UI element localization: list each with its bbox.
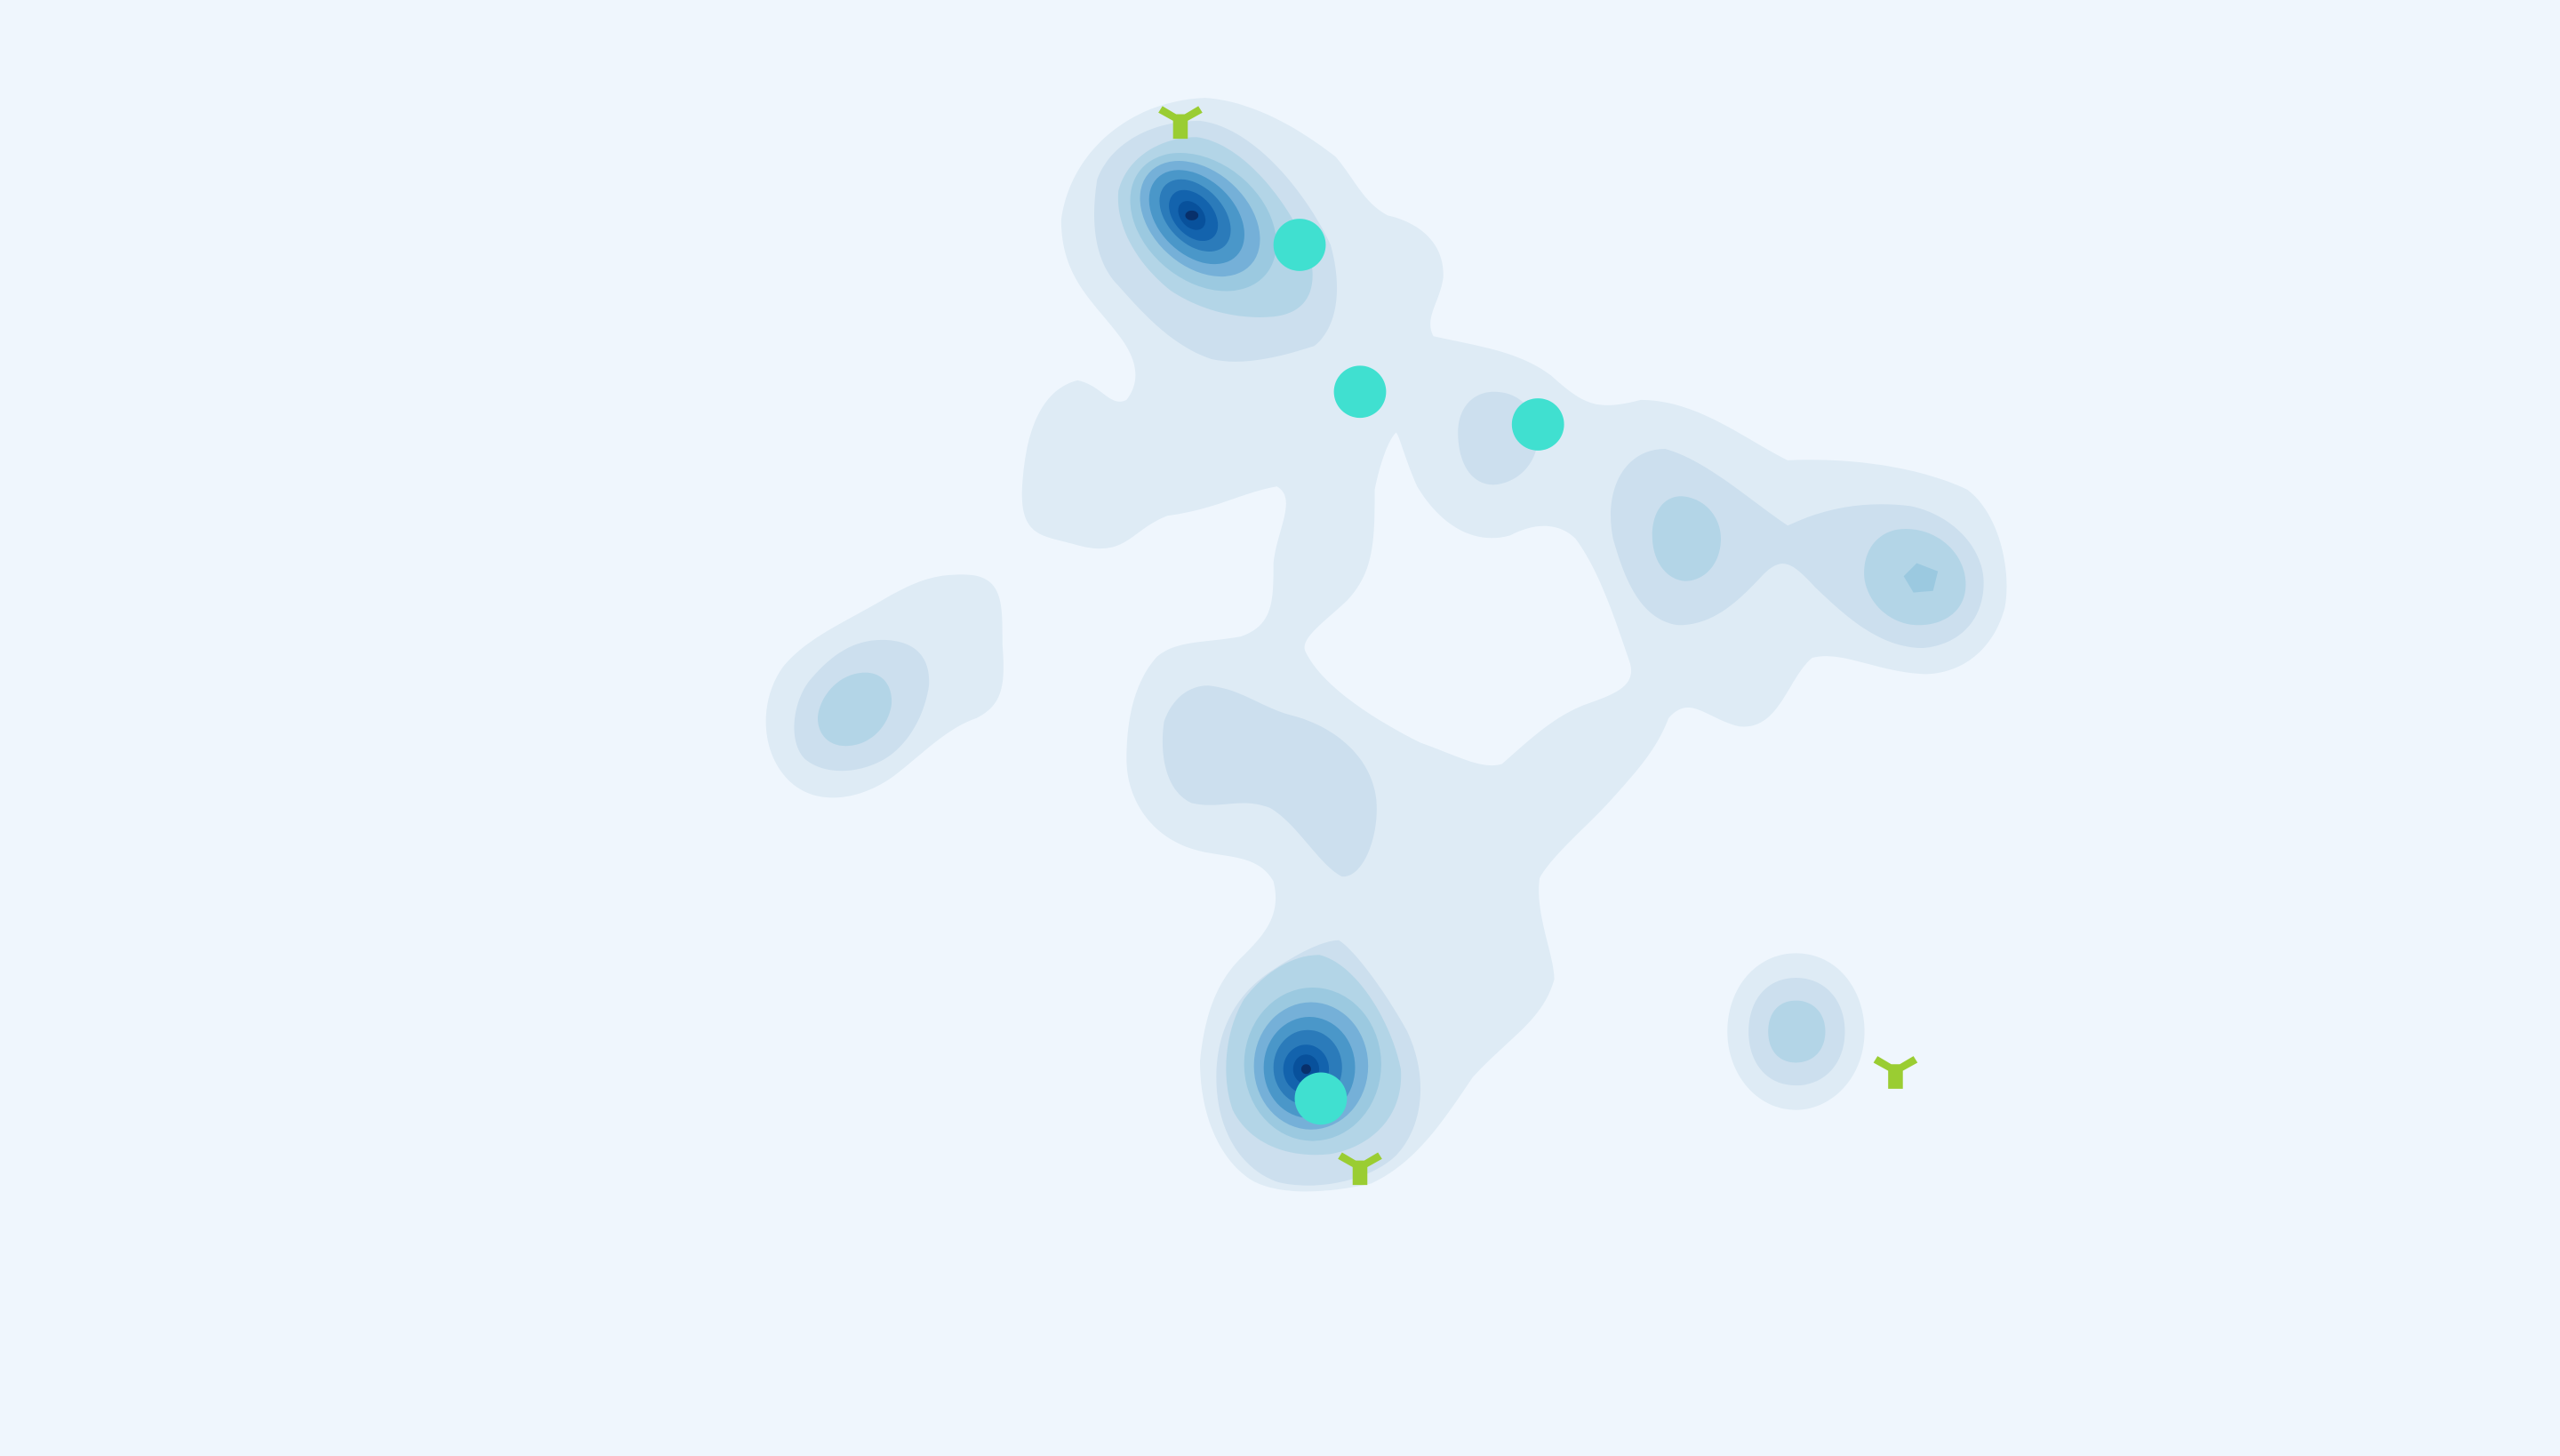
density-region-main: [1021, 98, 2007, 1192]
density-region-right-small-l3: [1768, 1000, 1826, 1063]
contour-top-10: [1185, 210, 1199, 220]
density-region-left-l3: [818, 672, 892, 747]
data-point-circle-3: [1511, 398, 1564, 451]
data-point-tri-marker-1: [1158, 106, 1203, 140]
data-point-circle-2: [1333, 365, 1387, 419]
density-region-middle: [1162, 685, 1377, 877]
data-point-tri-marker-3: [1873, 1056, 1918, 1089]
contour-bottom-10: [1300, 1064, 1311, 1075]
data-point-circle-1: [1273, 219, 1326, 271]
contour-right-4: [1903, 563, 1939, 593]
scatter-points: [1158, 106, 1918, 1186]
data-point-circle-4: [1294, 1072, 1348, 1125]
density-region-right-l3b: [1652, 496, 1722, 581]
data-point-tri-marker-2: [1338, 1152, 1382, 1186]
density-peak-top: [1130, 152, 1276, 292]
